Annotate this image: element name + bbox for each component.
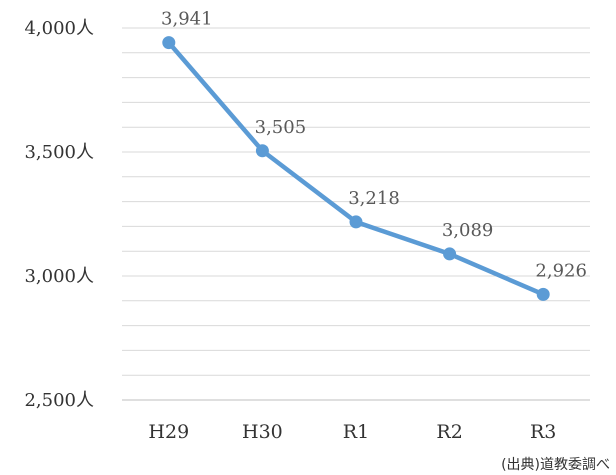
series-polyline [166,40,546,297]
y-tick-label: 3,500人 [24,142,94,163]
data-label: 2,926 [535,260,587,281]
y-tick-label: 2,500人 [24,390,94,411]
x-tick-label: R1 [343,421,369,443]
data-point [162,36,176,50]
y-tick-label: 4,000人 [24,18,94,39]
data-label: 3,941 [161,9,213,30]
data-label: 3,089 [442,220,494,241]
source-note: (出典)道教委調べ [501,457,610,473]
data-points [162,36,550,301]
series-line [166,40,546,297]
data-point [255,144,269,158]
data-labels: 3,941 3,505 3,218 3,089 2,926 [161,9,587,282]
x-tick-label: R2 [436,421,462,443]
data-point [536,287,550,301]
data-label: 3,218 [348,188,400,209]
x-tick-label: H30 [242,421,283,443]
x-tick-label: H29 [148,421,189,443]
gridlines [122,27,590,376]
data-point [443,247,457,261]
y-axis-tick-labels: 4,000人 3,500人 3,000人 2,500人 [24,18,94,411]
x-axis-tick-labels: H29 H30 R1 R2 R3 [148,421,556,443]
x-tick-label: R3 [530,421,556,443]
data-label: 3,505 [255,117,307,138]
y-tick-label: 3,000人 [24,266,94,287]
data-point [349,215,363,229]
